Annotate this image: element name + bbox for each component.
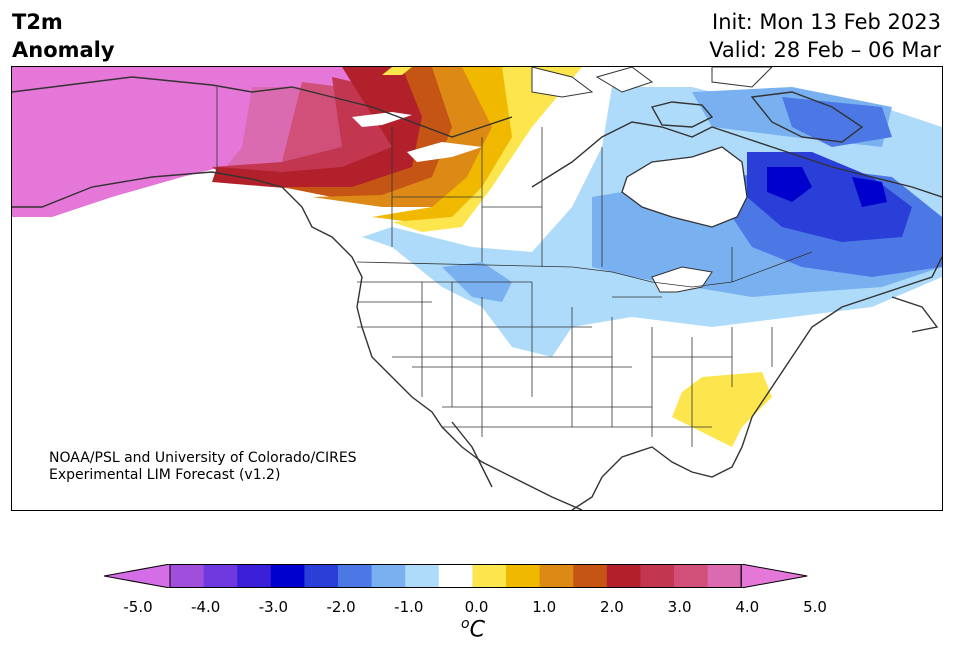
colorbar-segment	[674, 564, 709, 588]
colorbar-segment	[539, 564, 574, 588]
credit-line-2: Experimental LIM Forecast (v1.2)	[49, 467, 281, 483]
title-line-1: T2m	[12, 10, 63, 34]
colorbar-tick-label: -3.0	[258, 598, 289, 616]
colorbar-segment	[707, 564, 742, 588]
degree-symbol: o	[461, 616, 470, 632]
colorbar-segment	[506, 564, 541, 588]
colorbar-tick-label: 2.0	[599, 598, 624, 616]
anomaly-map	[11, 66, 943, 511]
colorbar-tick-label: 4.0	[735, 598, 760, 616]
great-lakes	[651, 266, 713, 293]
colorbar-segment	[371, 564, 406, 588]
colorbar-segment	[606, 564, 641, 588]
warm-anomaly-southeast	[672, 372, 772, 447]
colorbar-segment	[203, 564, 238, 588]
coastlines	[12, 76, 942, 510]
credit-line-1: NOAA/PSL and University of Colorado/CIRE…	[49, 450, 357, 466]
anomaly-shading	[12, 67, 942, 447]
colorbar-extend-low	[104, 564, 171, 588]
colorbar-tick-label: -2.0	[326, 598, 356, 616]
colorbar-segment	[237, 564, 272, 588]
political-borders	[216, 87, 813, 447]
forecast-dates: Init: Mon 13 Feb 2023 Valid: 28 Feb – 06…	[709, 8, 941, 64]
colorbar	[104, 564, 808, 588]
colorbar-segment	[405, 564, 440, 588]
colorbar-tick-label: -4.0	[191, 598, 221, 616]
colorbar-unit: oC	[461, 616, 485, 642]
init-date: Init: Mon 13 Feb 2023	[712, 10, 941, 34]
colorbar-extend-high	[740, 564, 808, 588]
valid-date: Valid: 28 Feb – 06 Mar	[709, 38, 941, 62]
colorbar-segment	[270, 564, 305, 588]
colorbar-tick-label: 0.0	[464, 598, 489, 616]
colorbar-segment	[573, 564, 608, 588]
map-title: T2m Anomaly	[12, 8, 115, 64]
title-line-2: Anomaly	[12, 38, 115, 62]
colorbar-segment	[472, 564, 507, 588]
colorbar-tick-label: 5.0	[803, 598, 827, 616]
map-canvas	[12, 67, 942, 510]
colorbar-segment	[640, 564, 675, 588]
hudson-bay	[621, 146, 748, 228]
colorbar-segment	[438, 564, 473, 588]
colorbar-segment	[170, 564, 205, 588]
colorbar-ticks: -5.0 -4.0 -3.0 -2.0 -1.0 0.0 1.0 2.0 3.0 4.0 5.0	[0, 598, 953, 618]
colorbar-tick-label: 1.0	[532, 598, 557, 616]
colorbar-segment	[338, 564, 373, 588]
colorbar-tick-label: -5.0	[123, 598, 153, 616]
colorbar-segment	[304, 564, 339, 588]
water-masks	[352, 67, 773, 293]
colorbar-border	[169, 564, 742, 588]
colorbar-tick-label: -1.0	[394, 598, 424, 616]
unit-letter: C	[469, 617, 485, 643]
credit-text: NOAA/PSL and University of Colorado/CIRE…	[49, 450, 357, 484]
canadian-lakes	[352, 112, 482, 162]
arctic-islands	[531, 67, 773, 98]
colorbar-tick-label: 3.0	[667, 598, 692, 616]
